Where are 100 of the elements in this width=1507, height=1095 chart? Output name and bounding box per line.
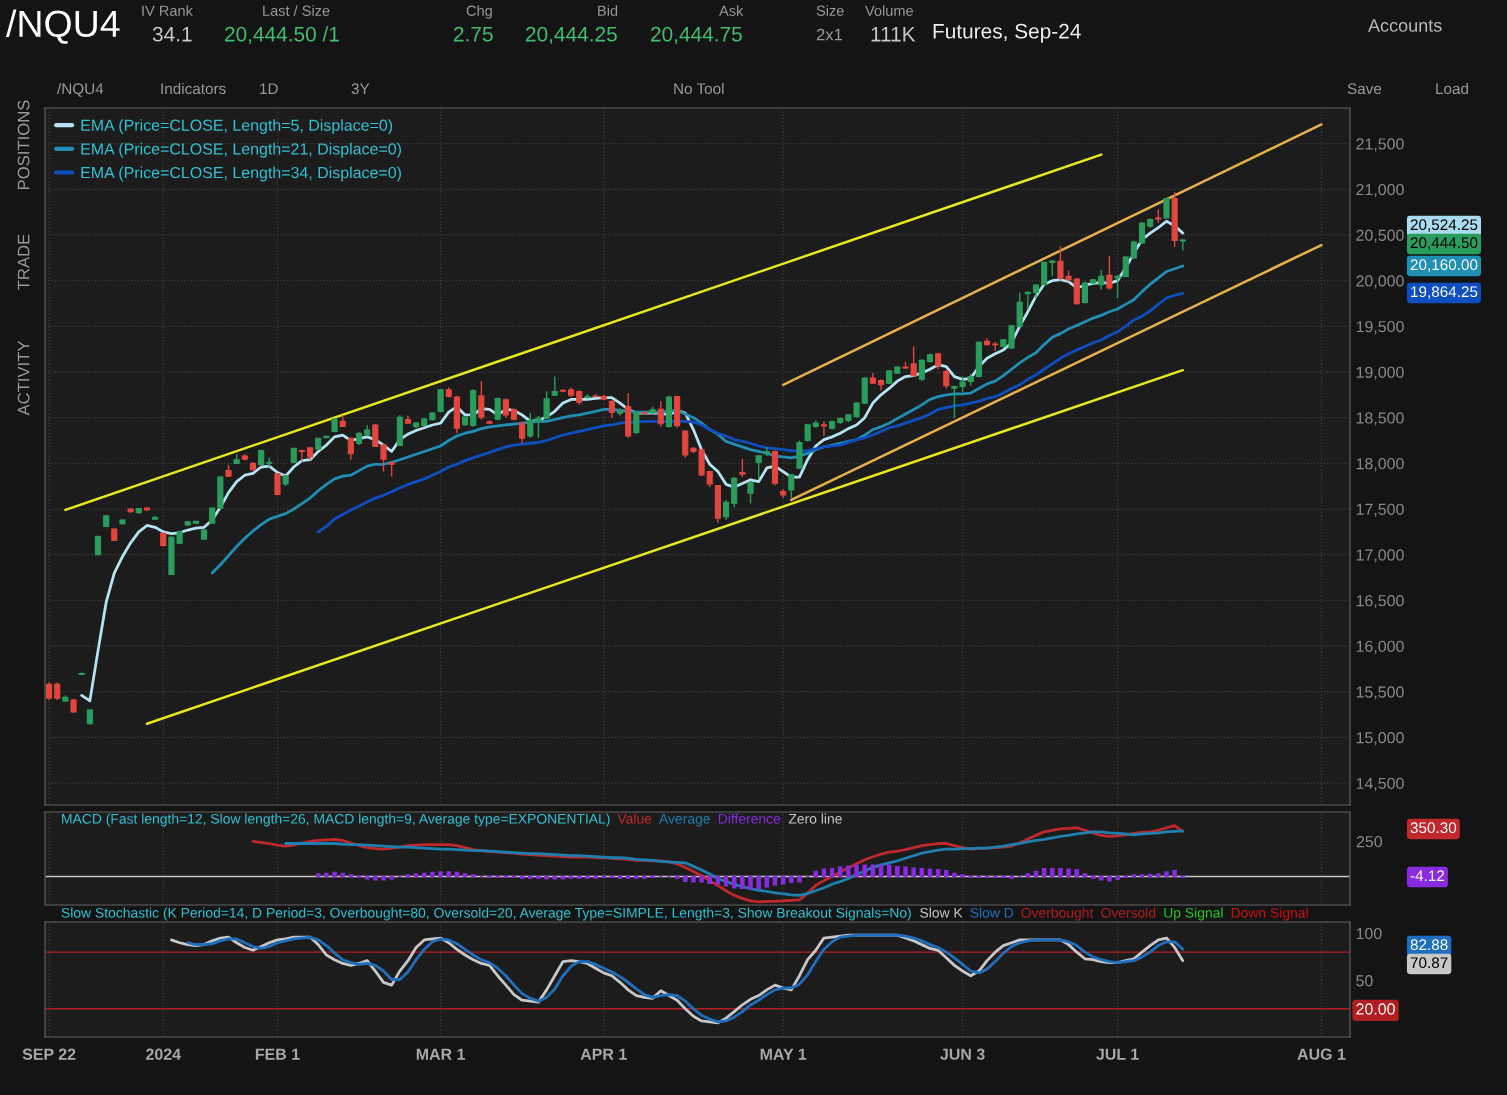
text: /NQU4 bbox=[6, 9, 120, 44]
legend-label: EMA (Price=CLOSE, Length=34, Displace=0) bbox=[81, 166, 401, 182]
candlestick bbox=[1106, 255, 1113, 291]
y-tick-label: 16,000 bbox=[1356, 640, 1404, 654]
series-label: Slow K bbox=[920, 907, 963, 918]
x-tick-label: AUG 1 bbox=[1297, 1048, 1346, 1060]
bar bbox=[413, 873, 419, 878]
text: 20,444.50 /1 bbox=[225, 26, 339, 45]
text: 20,160.00 bbox=[1410, 259, 1478, 272]
bar bbox=[340, 872, 345, 878]
y-tick-label: 18,500 bbox=[1356, 412, 1404, 426]
text: 20,524.25 bbox=[1410, 219, 1478, 232]
bar bbox=[332, 871, 337, 878]
bar bbox=[699, 875, 704, 883]
text: 20,444.25 bbox=[526, 26, 617, 45]
text: Down Signal bbox=[1231, 907, 1308, 921]
text: IV Rank bbox=[142, 5, 193, 16]
bar bbox=[1050, 868, 1055, 878]
text: Accounts bbox=[1368, 19, 1442, 32]
x-tick-label: MAY 1 bbox=[760, 1048, 807, 1060]
bar bbox=[895, 866, 900, 878]
text: 2.75 bbox=[454, 26, 493, 42]
candlestick bbox=[763, 446, 770, 457]
text: Indicators bbox=[161, 82, 226, 95]
text: Value bbox=[617, 813, 652, 824]
candlestick bbox=[657, 400, 664, 428]
ref-line-label: Zero line bbox=[788, 813, 842, 824]
y-tick-label: 19,000 bbox=[1356, 366, 1404, 380]
y-tick-label: 20,000 bbox=[1356, 275, 1404, 289]
y-tick-label: 21,500 bbox=[1356, 138, 1404, 152]
text: Save bbox=[1347, 83, 1382, 95]
bar bbox=[1041, 868, 1047, 878]
text: TRADE bbox=[17, 234, 30, 290]
legend-label: EMA (Price=CLOSE, Length=5, Displace=0) bbox=[81, 119, 393, 135]
y-tick-label: 15,000 bbox=[1356, 732, 1404, 746]
text: Bid bbox=[598, 5, 618, 16]
ref-line-label: Overbought bbox=[1021, 907, 1094, 921]
bar bbox=[422, 872, 427, 878]
bar bbox=[1082, 873, 1088, 878]
bar bbox=[911, 867, 916, 878]
text: POSITIONS bbox=[17, 100, 30, 190]
candlestick bbox=[478, 380, 485, 421]
bar bbox=[756, 875, 761, 890]
y-tick-label: 15,500 bbox=[1356, 686, 1404, 700]
bar bbox=[446, 871, 451, 878]
text: 1D bbox=[260, 83, 278, 94]
ref-line-label: Oversold bbox=[1101, 907, 1156, 918]
text: No Tool bbox=[674, 82, 724, 95]
y-tick-label: 17,500 bbox=[1356, 503, 1404, 517]
bar bbox=[1074, 869, 1080, 878]
y-tick-label: 20,500 bbox=[1356, 229, 1404, 243]
bar bbox=[764, 875, 770, 888]
bar bbox=[462, 873, 468, 878]
text: 250 bbox=[1356, 835, 1383, 848]
y-tick-label: 20.00 bbox=[1356, 1003, 1395, 1015]
text: Ask bbox=[719, 5, 744, 16]
bar bbox=[389, 875, 394, 880]
bar bbox=[324, 872, 329, 878]
bar bbox=[862, 864, 867, 878]
chart-title: MACD (Fast length=12, Slow length=26, MACD length=9, Average type=EXPONENTIAL) bbox=[62, 813, 610, 827]
x-tick-label: SEP 22 bbox=[22, 1048, 76, 1060]
text: Average bbox=[659, 814, 710, 827]
y-tick-label: 14,500 bbox=[1356, 777, 1404, 791]
bar bbox=[1115, 875, 1120, 880]
bar bbox=[683, 875, 688, 882]
candlestick bbox=[918, 358, 925, 382]
bar bbox=[1164, 871, 1169, 878]
candlestick bbox=[519, 421, 526, 444]
candlestick bbox=[527, 412, 534, 439]
bar bbox=[1058, 868, 1063, 878]
y-tick-label: 100 bbox=[1356, 927, 1382, 940]
text: Size bbox=[816, 5, 844, 16]
x-tick-label: MAR 1 bbox=[416, 1048, 465, 1060]
bar bbox=[829, 868, 835, 878]
text: 19,864.25 bbox=[1411, 286, 1478, 299]
bar bbox=[315, 873, 321, 878]
bar bbox=[789, 875, 794, 883]
bar bbox=[935, 869, 941, 878]
bar bbox=[430, 871, 435, 878]
bar bbox=[544, 875, 549, 880]
text: -4.12 bbox=[1410, 870, 1445, 881]
bar bbox=[438, 871, 443, 878]
bar bbox=[854, 864, 859, 878]
bar bbox=[846, 865, 851, 878]
candlestick bbox=[551, 375, 558, 397]
text: 20,444.75 bbox=[651, 26, 742, 45]
text: Chg bbox=[466, 5, 492, 19]
text: 111K bbox=[871, 27, 916, 42]
x-tick-label: JUN 3 bbox=[940, 1048, 985, 1060]
bar bbox=[381, 875, 386, 881]
candlestick bbox=[502, 397, 509, 419]
candlestick bbox=[682, 429, 689, 459]
y-tick-label: 19,500 bbox=[1356, 320, 1404, 335]
bar bbox=[952, 872, 957, 878]
candlestick bbox=[820, 420, 828, 437]
bar bbox=[772, 875, 778, 886]
bar bbox=[903, 866, 908, 878]
x-tick-label: APR 1 bbox=[580, 1048, 627, 1060]
bar bbox=[1025, 873, 1031, 878]
text: Up Signal bbox=[1164, 907, 1223, 921]
